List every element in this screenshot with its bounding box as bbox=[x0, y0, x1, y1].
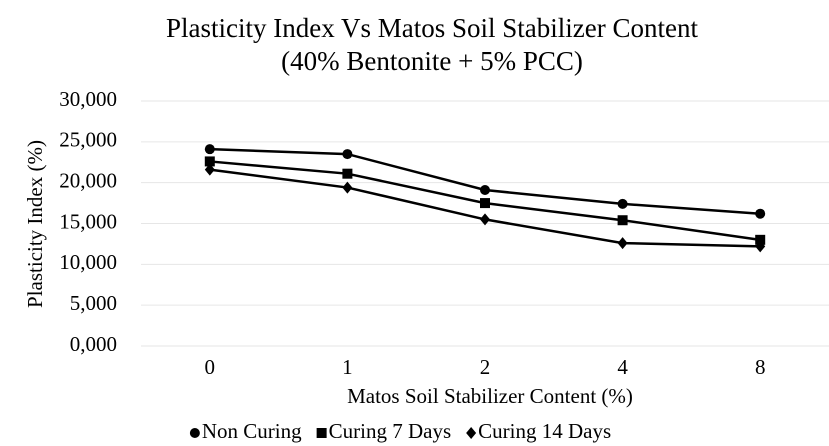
legend-label: Non Curing bbox=[202, 419, 302, 443]
data-point bbox=[755, 208, 766, 219]
x-tick-label: 1 bbox=[342, 355, 353, 379]
data-point bbox=[342, 181, 353, 194]
x-tick-label: 2 bbox=[480, 355, 491, 379]
data-point bbox=[204, 144, 215, 155]
x-axis-title: Matos Soil Stabilizer Content (%) bbox=[347, 384, 633, 408]
y-tick-label: 10,000 bbox=[59, 250, 117, 274]
data-point bbox=[617, 237, 628, 250]
chart-subtitle: (40% Bentonite + 5% PCC) bbox=[281, 46, 583, 76]
legend-marker bbox=[466, 427, 477, 439]
data-point bbox=[617, 215, 628, 226]
data-point bbox=[617, 198, 628, 209]
x-tick-label: 4 bbox=[617, 355, 628, 379]
data-point bbox=[342, 168, 353, 179]
legend-label: Curing 7 Days bbox=[329, 419, 452, 443]
data-point bbox=[480, 213, 490, 226]
data-point bbox=[204, 156, 215, 167]
chart-title: Plasticity Index Vs Matos Soil Stabilize… bbox=[166, 13, 698, 43]
y-tick-label: 25,000 bbox=[59, 128, 117, 152]
legend-label: Curing 14 Days bbox=[478, 419, 611, 443]
x-tick-label: 0 bbox=[205, 355, 216, 379]
legend-marker bbox=[189, 428, 200, 438]
y-tick-label: 15,000 bbox=[59, 209, 117, 233]
y-tick-label: 0,000 bbox=[70, 332, 117, 356]
data-point bbox=[480, 185, 490, 196]
y-axis-title: Plasticity Index (%) bbox=[23, 140, 47, 308]
x-tick-label: 8 bbox=[755, 355, 766, 379]
y-tick-label: 5,000 bbox=[70, 291, 117, 315]
data-point bbox=[755, 240, 766, 253]
data-point bbox=[342, 149, 353, 160]
legend-marker bbox=[316, 428, 327, 438]
data-point bbox=[480, 198, 490, 209]
data-point bbox=[204, 163, 215, 176]
data-point bbox=[755, 234, 766, 245]
y-tick-label: 30,000 bbox=[59, 87, 117, 111]
y-tick-label: 20,000 bbox=[59, 168, 117, 192]
